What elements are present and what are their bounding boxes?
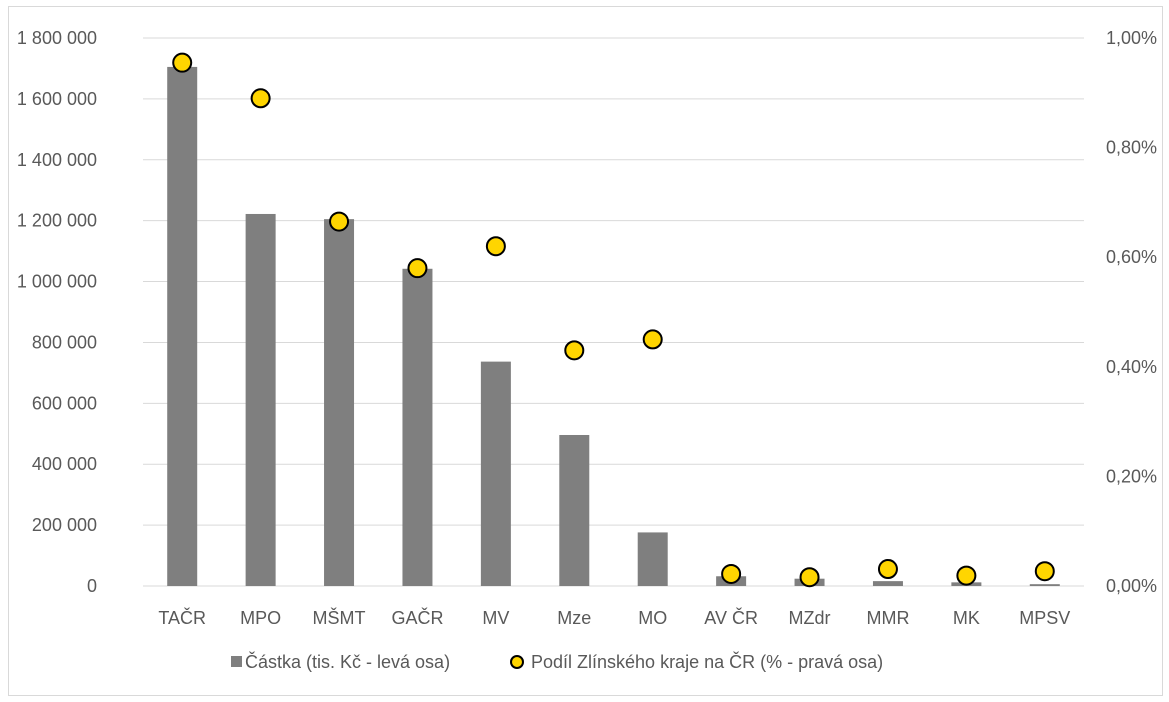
x-axis-tick-label: MZdr [789, 608, 831, 628]
left-axis-tick-label: 1 200 000 [17, 211, 97, 231]
right-axis-tick-label: 0,60% [1106, 247, 1157, 267]
legend-label-point: Podíl Zlínského kraje na ČR (% - pravá o… [531, 651, 883, 672]
x-axis-tick-label: MV [482, 608, 509, 628]
x-axis-tick-label: MPSV [1019, 608, 1070, 628]
x-axis-tick-label: Mze [557, 608, 591, 628]
x-axis-tick-label: MK [953, 608, 980, 628]
data-point [485, 236, 506, 257]
data-point [407, 258, 428, 279]
bar [167, 66, 198, 586]
left-axis-tick-label: 600 000 [32, 393, 97, 413]
x-axis-tick-label: GAČR [391, 607, 443, 628]
bar [637, 532, 668, 586]
left-axis-tick-label: 1 400 000 [17, 150, 97, 170]
x-axis-tick-label: TAČR [158, 607, 206, 628]
left-axis-tick-labels: 0 200 000 400 000 600 000 800 000 1 000 000 1 … [17, 28, 97, 596]
left-axis-tick-label: 1 000 000 [17, 272, 97, 292]
data-point [956, 565, 977, 586]
left-axis-tick-label: 0 [87, 576, 97, 596]
legend: Částka (tis. Kč - levá osa) Podíl Zlínské… [231, 651, 883, 672]
left-axis-tick-label: 1 600 000 [17, 89, 97, 109]
x-axis-tick-label: MPO [240, 608, 281, 628]
right-axis-tick-labels: 0,00% 0,20% 0,40% 0,60% 0,80% 1,00% [1106, 28, 1157, 596]
left-axis-tick-label: 200 000 [32, 515, 97, 535]
data-point [1034, 561, 1055, 582]
data-point [642, 329, 663, 350]
left-axis-tick-label: 1 800 000 [17, 28, 97, 48]
right-axis-tick-label: 0,80% [1106, 138, 1157, 158]
bar-series [167, 66, 1060, 587]
bar [872, 581, 903, 586]
right-axis-tick-label: 0,00% [1106, 576, 1157, 596]
data-point [564, 340, 585, 361]
left-axis-tick-label: 400 000 [32, 454, 97, 474]
bar [324, 219, 355, 586]
right-axis-tick-label: 0,20% [1106, 466, 1157, 486]
data-point [329, 211, 350, 232]
bar [245, 213, 276, 587]
data-point [799, 567, 820, 588]
scatter-series [172, 52, 1055, 588]
legend-label-bar: Částka (tis. Kč - levá osa) [245, 651, 450, 672]
x-axis-tick-labels: TAČR MPO MŠMT GAČR MV Mze MO AV ČR MZdr MMR MK MPSV [158, 607, 1070, 628]
x-axis-tick-label: AV ČR [704, 607, 758, 628]
data-point [172, 52, 193, 73]
right-axis-tick-label: 1,00% [1106, 28, 1157, 48]
x-axis-tick-label: MO [638, 608, 667, 628]
x-axis-tick-label: MŠMT [313, 607, 366, 628]
legend-swatch-point [510, 655, 524, 669]
bar [1029, 584, 1060, 586]
bar [402, 268, 433, 586]
right-axis-tick-label: 0,40% [1106, 357, 1157, 377]
bar [480, 361, 511, 586]
legend-swatch-bar [231, 656, 242, 667]
left-axis-tick-label: 800 000 [32, 332, 97, 352]
x-axis-tick-label: MMR [866, 608, 909, 628]
data-point [250, 88, 271, 109]
data-point [721, 563, 742, 584]
bar [559, 434, 590, 586]
data-point [877, 559, 898, 580]
gridlines [143, 37, 1084, 587]
